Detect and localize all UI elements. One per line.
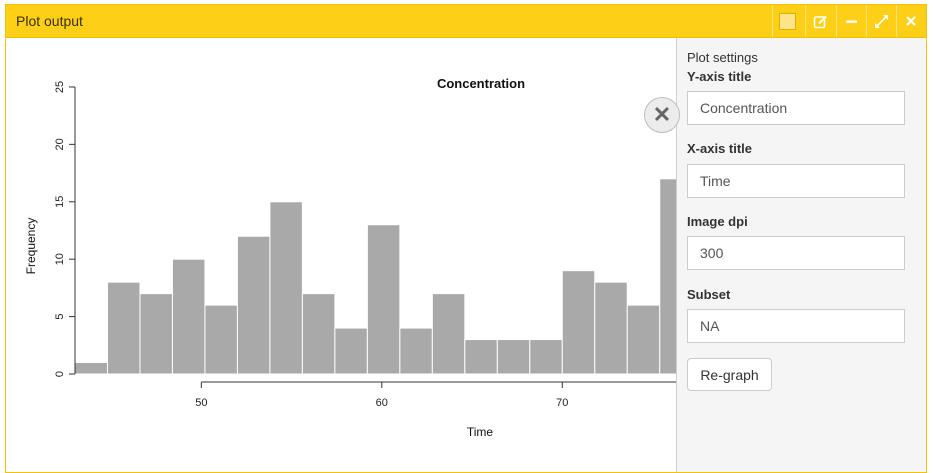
close-icon bbox=[906, 16, 916, 26]
image-dpi-input[interactable] bbox=[687, 236, 905, 270]
y-axis: 0 5 10 15 20 25 bbox=[54, 81, 76, 377]
y-tick-label: 20 bbox=[54, 138, 66, 150]
histogram-bar bbox=[74, 362, 108, 375]
x-axis-title-label: X-axis title bbox=[687, 141, 753, 156]
y-tick-label: 25 bbox=[54, 81, 66, 93]
x-axis-label: Time bbox=[467, 425, 494, 439]
histogram-bar bbox=[236, 235, 271, 375]
close-panel-button[interactable]: ✕ bbox=[644, 97, 680, 133]
histogram-bar bbox=[399, 327, 433, 375]
histogram-bar bbox=[431, 293, 466, 375]
panel-heading: Plot settings bbox=[687, 50, 758, 65]
x-axis: 50607080 bbox=[195, 381, 676, 409]
close-panel-icon: ✕ bbox=[652, 102, 672, 127]
plot-output-window: Plot output bbox=[5, 4, 927, 473]
histogram-bar bbox=[464, 339, 498, 375]
histogram-bar bbox=[529, 339, 563, 375]
y-tick-label: 5 bbox=[54, 314, 66, 320]
histogram-bar bbox=[171, 258, 206, 375]
histogram-bar bbox=[561, 270, 596, 375]
histogram-bar bbox=[204, 304, 238, 375]
histogram-chart: Concentration Time Frequency 0510152025 … bbox=[24, 76, 676, 439]
window-titlebar: Plot output bbox=[6, 5, 926, 38]
x-tick-label: 60 bbox=[376, 397, 388, 409]
minimize-icon bbox=[845, 20, 857, 23]
chart-title: Concentration bbox=[437, 76, 525, 91]
close-window-button[interactable] bbox=[896, 5, 925, 37]
image-dpi-label: Image dpi bbox=[687, 214, 748, 229]
y-axis-title-input[interactable] bbox=[687, 91, 905, 125]
edit-button[interactable] bbox=[805, 5, 834, 37]
x-tick-label: 50 bbox=[195, 397, 207, 409]
expand-button[interactable] bbox=[866, 5, 895, 37]
y-tick-label: 15 bbox=[54, 196, 66, 208]
histogram-bar bbox=[139, 293, 173, 375]
y-tick-label: 10 bbox=[54, 253, 66, 265]
window-title: Plot output bbox=[16, 13, 83, 29]
histogram-bar bbox=[594, 281, 628, 375]
edit-icon bbox=[813, 15, 827, 28]
expand-icon bbox=[874, 14, 888, 28]
histogram-bar bbox=[269, 201, 303, 375]
y-axis-label: Frequency bbox=[24, 218, 38, 275]
histogram-bar bbox=[659, 178, 676, 375]
y-axis-title-label: Y-axis title bbox=[687, 69, 752, 84]
plot-area: Concentration Time Frequency 0 5 10 15 20 25 … bbox=[6, 38, 676, 472]
histogram-bar bbox=[496, 339, 531, 375]
histogram-bar bbox=[334, 327, 368, 375]
minimize-button[interactable] bbox=[836, 5, 865, 37]
histogram-bar bbox=[301, 293, 336, 375]
histogram-bar bbox=[366, 224, 401, 375]
x-axis-title-input[interactable] bbox=[687, 164, 905, 198]
plot-settings-panel: Plot settings Y-axis title X-axis title … bbox=[676, 38, 926, 472]
x-tick-label: 70 bbox=[556, 397, 568, 409]
color-swatch-button[interactable] bbox=[772, 5, 801, 37]
bar-group bbox=[74, 178, 676, 375]
regraph-button[interactable]: Re-graph bbox=[687, 358, 772, 391]
subset-input[interactable] bbox=[687, 309, 905, 343]
histogram-bar bbox=[106, 281, 141, 375]
color-swatch bbox=[778, 12, 796, 30]
y-tick-label: 0 bbox=[54, 371, 66, 377]
histogram-bar bbox=[626, 304, 661, 375]
subset-label: Subset bbox=[687, 287, 731, 302]
